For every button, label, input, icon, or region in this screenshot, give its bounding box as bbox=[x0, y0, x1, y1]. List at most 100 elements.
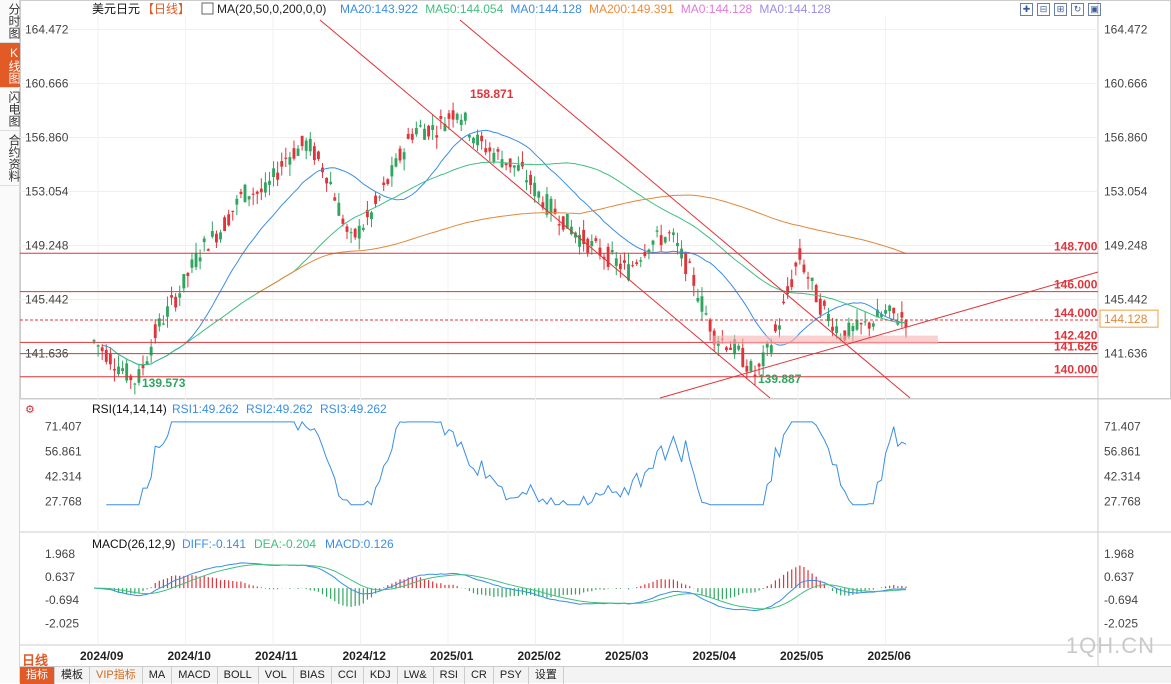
candle-body bbox=[235, 198, 239, 205]
candle-body bbox=[304, 140, 308, 151]
rsi-tick-right: 42.314 bbox=[1104, 470, 1141, 484]
candle-body bbox=[831, 326, 834, 331]
candle-body bbox=[516, 165, 520, 171]
candle-body bbox=[423, 128, 426, 140]
candle-body bbox=[880, 314, 883, 317]
candle-body bbox=[782, 301, 785, 304]
candle-body bbox=[500, 159, 504, 168]
candle-body bbox=[231, 210, 235, 213]
candle-body bbox=[761, 352, 765, 367]
price-tick-right: 156.860 bbox=[1104, 131, 1148, 145]
chart-area: 164.472 164.472 160.666 160.666 156.860 156.8… bbox=[20, 0, 1171, 666]
period-label[interactable]: 日线 bbox=[22, 653, 49, 668]
indicator-tab-ma[interactable]: MA bbox=[143, 666, 173, 684]
sidebar: 分时图 K线图 闪电图 合约资料 bbox=[0, 0, 21, 683]
level-label: 140.000 bbox=[1054, 363, 1098, 377]
date-label: 2024/11 bbox=[255, 649, 298, 663]
candle-body bbox=[443, 123, 447, 132]
candle-body bbox=[272, 168, 275, 178]
macd-tick-right: 0.637 bbox=[1104, 570, 1134, 584]
indicator-tab-boll[interactable]: BOLL bbox=[218, 666, 259, 684]
candle-body bbox=[276, 172, 280, 180]
candle-body bbox=[704, 313, 708, 315]
indicator-tab-指标[interactable]: 指标 bbox=[20, 666, 55, 684]
candle-body bbox=[239, 191, 243, 195]
candle-body bbox=[875, 309, 879, 318]
candle-body bbox=[496, 149, 500, 152]
candle-body bbox=[582, 229, 586, 245]
candle-body bbox=[104, 349, 108, 362]
date-label: 2025/05 bbox=[780, 649, 824, 663]
candle-body bbox=[578, 234, 581, 247]
level-label: 142.420 bbox=[1054, 328, 1098, 342]
indicator-tab-rsi[interactable]: RSI bbox=[434, 666, 465, 684]
candle-body bbox=[700, 296, 704, 312]
save-icon[interactable]: ▣ bbox=[1088, 3, 1101, 16]
indicator-tab-psy[interactable]: PSY bbox=[494, 666, 529, 684]
candle-body bbox=[300, 135, 304, 147]
candle-body bbox=[145, 361, 149, 364]
low-annotation: 139.887 bbox=[758, 372, 802, 386]
candle-body bbox=[753, 374, 757, 377]
level-label: 146.000 bbox=[1054, 278, 1098, 292]
date-label: 2025/06 bbox=[868, 649, 912, 663]
price-tick-left: 164.472 bbox=[25, 23, 69, 37]
sidebar-tab-3[interactable]: 合约资料 bbox=[0, 131, 21, 186]
macd-hist-value: MACD:0.126 bbox=[325, 537, 394, 551]
sidebar-tab-2[interactable]: 闪电图 bbox=[0, 88, 21, 131]
candle-body bbox=[406, 133, 410, 139]
candle-body bbox=[484, 148, 488, 153]
indicator-tab-bias[interactable]: BIAS bbox=[294, 666, 332, 684]
candle-body bbox=[476, 134, 479, 146]
candle-body bbox=[659, 235, 663, 246]
zoom-out-icon[interactable]: ⊟ bbox=[1037, 3, 1050, 16]
indicator-tab-macd[interactable]: MACD bbox=[172, 666, 218, 684]
indicator-tab-kdj[interactable]: KDJ bbox=[364, 666, 398, 684]
candle-body bbox=[329, 181, 333, 184]
candle-body bbox=[288, 157, 292, 165]
sidebar-tab-0[interactable]: 分时图 bbox=[0, 0, 21, 43]
trendline-rising bbox=[659, 271, 1099, 399]
macd-tick-left: 0.637 bbox=[45, 570, 75, 584]
crosshair-icon[interactable]: ✚ bbox=[1020, 3, 1033, 16]
price-tick-left: 160.666 bbox=[25, 77, 69, 91]
candle-body bbox=[737, 345, 741, 350]
indicator-tab-lw&[interactable]: LW& bbox=[398, 666, 434, 684]
sidebar-tab-1[interactable]: K线图 bbox=[0, 43, 21, 88]
candle-body bbox=[525, 180, 528, 183]
candle-body bbox=[219, 232, 222, 240]
indicator-tab-cr[interactable]: CR bbox=[465, 666, 494, 684]
zoom-in-icon[interactable]: ⊞ bbox=[1054, 3, 1067, 16]
candle-body bbox=[467, 135, 471, 138]
candle-body bbox=[113, 368, 116, 371]
candle-body bbox=[904, 320, 908, 328]
ma-value: MA0:144.128 bbox=[510, 2, 582, 16]
candle-body bbox=[259, 188, 263, 193]
candle-body bbox=[818, 298, 822, 315]
candle-body bbox=[684, 253, 688, 274]
candle-body bbox=[394, 158, 398, 167]
symbol-title: 美元日元 bbox=[92, 2, 140, 16]
candle-body bbox=[374, 195, 377, 204]
indicator-tab-cci[interactable]: CCI bbox=[332, 666, 364, 684]
macd-tick-right: -0.694 bbox=[1104, 593, 1138, 607]
macd-dea-line bbox=[93, 563, 907, 610]
indicator-tab-vol[interactable]: VOL bbox=[259, 666, 294, 684]
macd-tick-left: 1.968 bbox=[45, 547, 75, 561]
rsi-settings-icon: ⚙ bbox=[25, 404, 35, 416]
indicator-tab-设置[interactable]: 设置 bbox=[529, 666, 564, 684]
candle-body bbox=[553, 208, 557, 214]
candle-body bbox=[198, 257, 202, 262]
candle-body bbox=[280, 161, 284, 167]
candle-body bbox=[166, 306, 169, 317]
indicator-tab-模板[interactable]: 模板 bbox=[55, 666, 90, 684]
ma50-line bbox=[110, 161, 907, 366]
candle-body bbox=[312, 146, 316, 161]
macd-dea-value: DEA:-0.204 bbox=[254, 537, 316, 551]
indicator-tab-vip指标[interactable]: VIP指标 bbox=[90, 666, 143, 684]
ma200-line bbox=[256, 194, 907, 294]
candle-body bbox=[472, 137, 475, 144]
candle-body bbox=[802, 264, 806, 273]
candle-body bbox=[708, 319, 712, 332]
refresh-icon[interactable]: ↻ bbox=[1071, 3, 1084, 16]
